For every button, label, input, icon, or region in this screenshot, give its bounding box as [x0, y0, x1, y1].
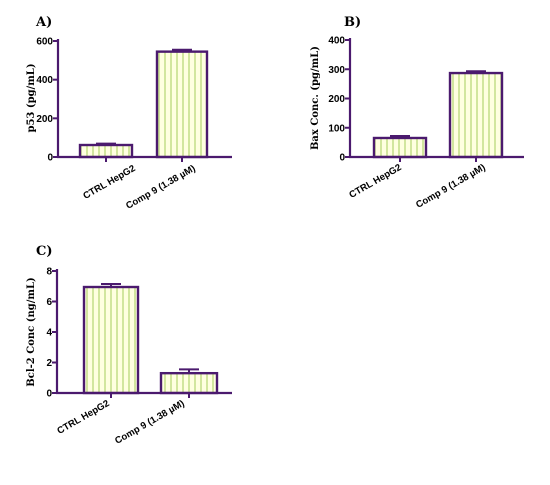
chart-marks-c — [52, 269, 232, 398]
bar — [82, 285, 140, 395]
y-tick-label: 400 — [328, 36, 345, 47]
x-tick-label-ctrl-c: CTRL HepG2 — [55, 398, 111, 437]
y-tick-labels-c: 0 2 4 6 8 — [46, 267, 52, 400]
y-tick-label: 0 — [47, 153, 53, 164]
x-tick-label-ctrl-a: CTRL HepG2 — [81, 163, 137, 202]
bar — [159, 371, 219, 395]
chart-panel-b: B) Bax Conc. (pg/mL) 0 100 200 300 400 C… — [310, 15, 524, 211]
y-tick-label: 8 — [46, 267, 52, 278]
y-tick-labels-a: 0 200 400 600 — [36, 37, 53, 164]
bar — [448, 71, 504, 159]
panel-letter-c: C) — [36, 244, 53, 259]
bar — [78, 143, 134, 159]
y-tick-label: 100 — [328, 123, 345, 134]
bar — [155, 50, 209, 159]
y-tick-label: 200 — [36, 114, 53, 125]
y-tick-label: 4 — [46, 328, 52, 339]
x-tick-label-comp9-c: Comp 9 (1.38 µM) — [113, 398, 186, 447]
y-tick-label: 0 — [339, 153, 345, 164]
y-tick-label: 300 — [328, 65, 345, 76]
y-axis-label-a: p53 (pg/mL) — [26, 63, 37, 132]
y-axis-label-b: Bax Conc. (pg/mL) — [310, 46, 321, 150]
y-tick-label: 200 — [328, 94, 345, 105]
y-tick-label: 2 — [46, 358, 52, 369]
bar — [372, 136, 428, 159]
panel-letter-b: B) — [344, 15, 361, 30]
y-tick-labels-b: 0 100 200 300 400 — [328, 36, 345, 164]
y-tick-label: 400 — [36, 75, 53, 86]
chart-panel-c: C) Bcl-2 Conc (ng/mL) 0 2 4 6 8 CTRL Hep… — [26, 244, 232, 447]
x-tick-label-comp9-b: Comp 9 (1.38 µM) — [414, 162, 487, 211]
x-tick-label-ctrl-b: CTRL HepG2 — [347, 162, 403, 201]
chart-marks-a — [53, 39, 232, 162]
y-tick-label: 6 — [46, 297, 52, 308]
y-axis-label-c: Bcl-2 Conc (ng/mL) — [26, 277, 37, 386]
panel-letter-a: A) — [35, 15, 52, 30]
chart-marks-b — [345, 38, 524, 162]
chart-panel-a: A) p53 (pg/mL) 0 200 400 600 CTRL HepG2 … — [26, 15, 232, 212]
y-tick-label: 600 — [36, 37, 53, 48]
y-tick-label: 0 — [46, 389, 52, 400]
